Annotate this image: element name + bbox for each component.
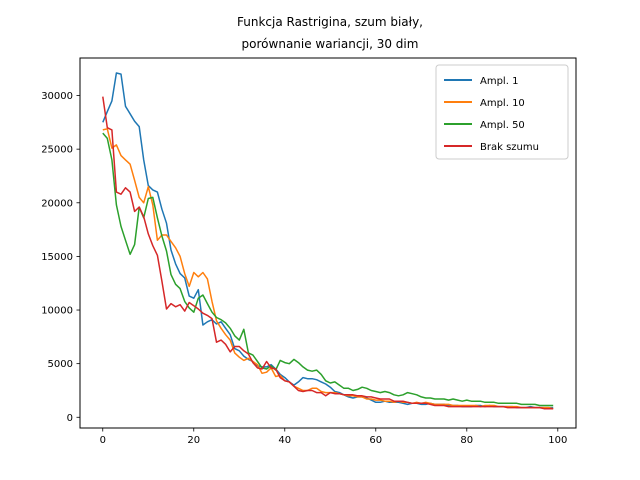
y-axis: 0 5000 10000 15000 20000 25000 30000 <box>41 91 80 424</box>
x-axis: 0 20 40 60 80 100 <box>100 428 567 446</box>
series-line-4 <box>102 96 554 410</box>
x-tick-label: 80 <box>460 435 473 446</box>
chart-title-line-1: Funkcja Rastrigina, szum biały, <box>237 15 423 29</box>
x-tick-label: 0 <box>100 435 106 446</box>
x-tick-label: 20 <box>187 435 200 446</box>
legend: Ampl. 1 Ampl. 10 Ampl. 50 Brak szumu <box>435 64 569 160</box>
y-tick-label: 30000 <box>41 91 73 102</box>
y-tick-label: 25000 <box>41 145 73 156</box>
y-tick-label: 5000 <box>48 359 73 370</box>
legend-label-2: Ampl. 10 <box>480 98 525 109</box>
legend-label-3: Ampl. 50 <box>480 120 525 131</box>
series-line-3 <box>102 132 554 407</box>
x-tick-label: 100 <box>548 435 567 446</box>
y-tick-label: 10000 <box>41 306 73 317</box>
y-tick-label: 20000 <box>41 198 73 209</box>
chart-title-line-2: porównanie wariancji, 30 dim <box>242 37 419 51</box>
legend-label-4: Brak szumu <box>480 142 539 153</box>
legend-label-1: Ampl. 1 <box>480 76 518 87</box>
x-tick-label: 40 <box>278 435 291 446</box>
plot-area <box>102 72 554 410</box>
legend-box <box>435 64 569 160</box>
x-tick-label: 60 <box>369 435 382 446</box>
y-tick-label: 15000 <box>41 252 73 263</box>
y-tick-label: 0 <box>67 413 73 424</box>
axes-frame <box>79 57 577 429</box>
